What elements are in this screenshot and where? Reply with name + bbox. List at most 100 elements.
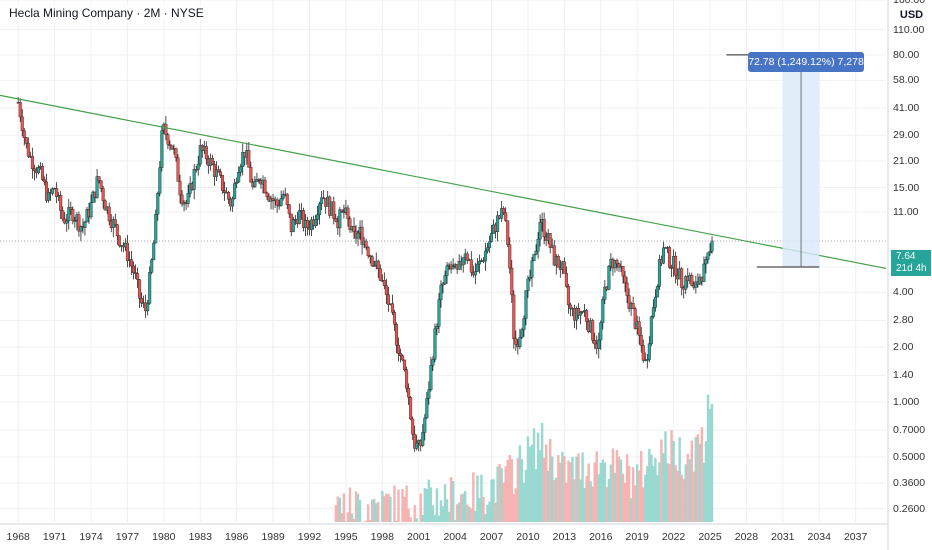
candle-body	[427, 389, 431, 399]
candle-body	[55, 188, 59, 197]
candle-body	[518, 337, 522, 348]
volume-bar	[522, 482, 526, 522]
candle-body	[530, 260, 534, 278]
volume-bar	[621, 473, 625, 522]
volume-bar	[573, 479, 576, 522]
volume-bar	[601, 459, 605, 522]
candle-body	[20, 116, 24, 131]
volume-bar	[617, 456, 621, 522]
volume-bar	[457, 502, 461, 522]
candle-body	[514, 338, 518, 345]
candle-body	[526, 278, 530, 291]
candle-body	[475, 263, 479, 272]
candle-body	[473, 271, 477, 276]
candle-body	[281, 194, 285, 199]
volume-bar	[472, 472, 475, 522]
time-tick-label: 2010	[516, 531, 540, 543]
volume-bar	[696, 434, 700, 522]
volume-bar	[638, 470, 641, 522]
candle-body	[564, 273, 568, 287]
currency-label[interactable]: USD	[899, 9, 924, 21]
volume-bar	[567, 460, 570, 522]
candle-body	[599, 322, 603, 341]
candle-body	[641, 345, 645, 361]
candle-body	[134, 272, 138, 274]
time-tick-label: 1977	[115, 531, 140, 543]
candle-body	[439, 284, 443, 301]
volume-bar	[528, 446, 532, 522]
candle-body	[301, 210, 305, 228]
volume-bar	[565, 482, 568, 522]
volume-bar	[571, 457, 574, 522]
time-tick-label: 1971	[42, 531, 67, 543]
symbol-title[interactable]: Hecla Mining Company · 2M · NYSE	[6, 5, 207, 21]
volume-bar	[553, 480, 556, 522]
candle-body	[43, 179, 47, 183]
volume-bar	[508, 455, 511, 522]
candle-body	[577, 308, 581, 316]
candle-body	[396, 345, 400, 354]
candle-body	[413, 433, 417, 449]
candle-body	[18, 102, 22, 118]
volume-bar	[609, 464, 613, 522]
candle-body	[214, 169, 218, 177]
candle-body	[411, 418, 415, 435]
candle-body	[382, 280, 386, 286]
volume-bar	[494, 502, 497, 522]
volume-bar	[563, 456, 566, 522]
volume-bar	[544, 444, 548, 522]
time-tick-label: 2022	[661, 531, 686, 543]
candle-body	[115, 224, 119, 237]
time-tick-label: 2007	[479, 531, 504, 543]
volume-bar	[581, 452, 584, 522]
measure-tool-label[interactable]: 72.78 (1,249.12%) 7,278	[748, 52, 864, 72]
volume-bar	[498, 464, 501, 522]
candle-body	[176, 157, 180, 182]
volume-bar	[690, 440, 694, 522]
candle-body	[704, 259, 708, 265]
candle-body	[451, 266, 455, 270]
volume-bar	[478, 498, 481, 522]
price-tick-label: 11.00	[893, 206, 919, 219]
candle-body	[125, 242, 129, 261]
volume-bar	[569, 462, 572, 522]
volume-bar	[453, 520, 457, 522]
candle-body	[370, 256, 374, 267]
time-tick-label: 2013	[552, 531, 577, 543]
candle-body	[378, 268, 382, 281]
candle-body	[615, 260, 619, 264]
candle-body	[655, 286, 659, 298]
volume-bar	[575, 456, 578, 522]
candle-body	[152, 242, 156, 261]
candle-body	[593, 340, 597, 345]
candle-body	[708, 251, 712, 254]
volume-bar	[484, 514, 487, 522]
candle-body	[384, 285, 388, 295]
volume-bar	[526, 436, 530, 522]
candle-body	[613, 260, 617, 269]
candle-body	[178, 181, 182, 196]
candle-body	[291, 219, 295, 233]
candle-body	[40, 166, 44, 180]
candle-body	[366, 247, 370, 256]
volume-bar	[468, 506, 471, 522]
volume-bar	[538, 450, 542, 522]
candle-body	[198, 145, 202, 165]
volume-bar	[532, 428, 536, 522]
volume-bar	[625, 454, 629, 522]
candle-body	[218, 171, 222, 176]
volume-bar	[346, 512, 350, 522]
candle-body	[36, 167, 40, 173]
time-tick-label: 2037	[843, 531, 868, 543]
candle-body	[506, 220, 510, 245]
candle-body	[579, 311, 583, 316]
volume-bar	[611, 448, 615, 522]
candle-body	[461, 257, 465, 266]
candle-body	[399, 353, 403, 356]
volume-bar	[706, 394, 710, 522]
time-tick-label: 1974	[79, 531, 103, 543]
candle-body	[297, 210, 301, 224]
price-tick-label: 110.00	[893, 23, 925, 36]
volume-bar	[692, 471, 696, 522]
